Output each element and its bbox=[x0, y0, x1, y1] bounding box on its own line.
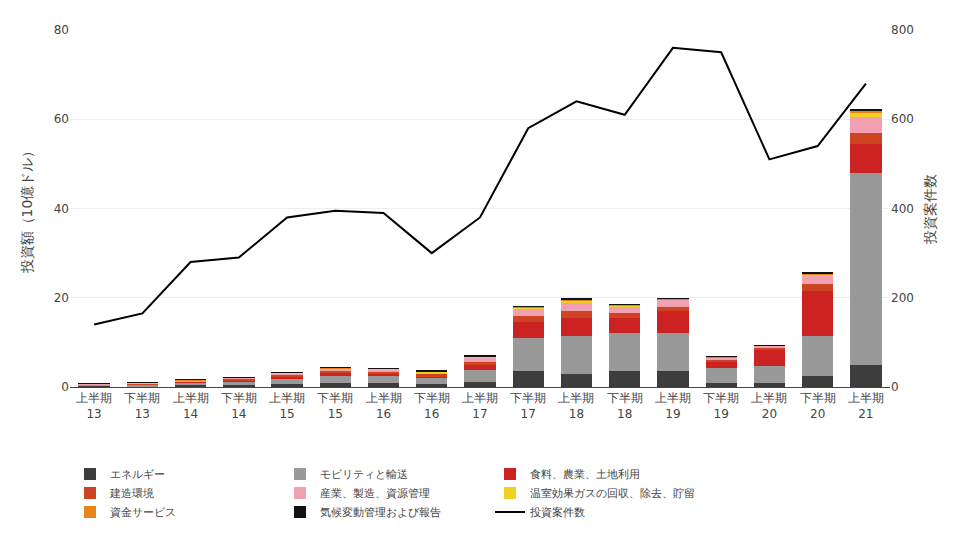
svg-text:上半期19: 上半期19 bbox=[655, 391, 691, 421]
svg-text:400: 400 bbox=[891, 202, 914, 216]
svg-text:建造環境: 建造環境 bbox=[109, 487, 154, 500]
svg-text:温室効果ガスの回収、除去、貯留: 温室効果ガスの回収、除去、貯留 bbox=[530, 487, 695, 500]
svg-text:600: 600 bbox=[891, 112, 914, 126]
svg-text:40: 40 bbox=[54, 202, 69, 216]
svg-text:上半期14: 上半期14 bbox=[173, 391, 209, 421]
svg-text:モビリティと輸送: モビリティと輸送 bbox=[320, 468, 408, 481]
svg-text:気候変動管理および報告: 気候変動管理および報告 bbox=[320, 506, 441, 519]
svg-text:上半期18: 上半期18 bbox=[558, 391, 594, 421]
svg-text:下半期16: 下半期16 bbox=[414, 391, 450, 421]
svg-text:下半期18: 下半期18 bbox=[607, 391, 643, 421]
svg-text:下半期19: 下半期19 bbox=[703, 391, 739, 421]
svg-text:上半期13: 上半期13 bbox=[76, 391, 112, 421]
svg-text:上半期16: 上半期16 bbox=[366, 391, 402, 421]
svg-text:上半期17: 上半期17 bbox=[462, 391, 498, 421]
svg-text:投資案件数: 投資案件数 bbox=[529, 506, 585, 519]
svg-text:上半期20: 上半期20 bbox=[751, 391, 787, 421]
svg-text:産業、製造、資源管理: 産業、製造、資源管理 bbox=[320, 487, 430, 500]
svg-text:0: 0 bbox=[891, 380, 899, 394]
svg-text:下半期15: 下半期15 bbox=[317, 391, 353, 421]
svg-text:800: 800 bbox=[891, 23, 914, 37]
svg-text:60: 60 bbox=[54, 112, 69, 126]
svg-text:20: 20 bbox=[54, 291, 69, 305]
svg-text:0: 0 bbox=[61, 380, 69, 394]
svg-text:下半期14: 下半期14 bbox=[221, 391, 257, 421]
svg-text:下半期17: 下半期17 bbox=[510, 391, 546, 421]
svg-text:エネルギー: エネルギー bbox=[110, 468, 165, 481]
svg-text:投資額（10億ドル）: 投資額（10億ドル） bbox=[19, 144, 35, 275]
svg-text:下半期13: 下半期13 bbox=[124, 391, 160, 421]
svg-text:投資案件数: 投資案件数 bbox=[922, 174, 938, 245]
svg-text:200: 200 bbox=[891, 291, 914, 305]
svg-text:食料、農業、土地利用: 食料、農業、土地利用 bbox=[530, 468, 640, 481]
svg-text:上半期21: 上半期21 bbox=[848, 391, 884, 421]
svg-text:上半期15: 上半期15 bbox=[269, 391, 305, 421]
svg-text:80: 80 bbox=[54, 23, 69, 37]
svg-text:下半期20: 下半期20 bbox=[800, 391, 836, 421]
svg-text:資金サービス: 資金サービス bbox=[110, 506, 176, 519]
